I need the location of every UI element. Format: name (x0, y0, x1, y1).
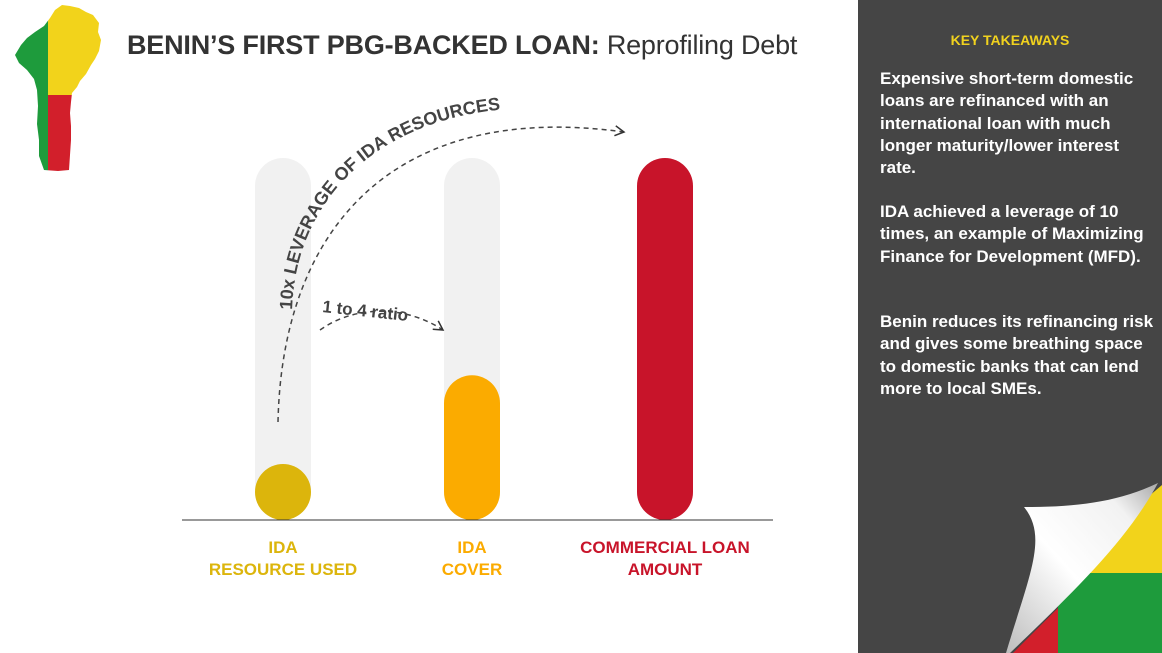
category-label-line: IDA (268, 538, 297, 557)
ratio-label: 1 to 4 ratio (322, 297, 409, 325)
category-label-line: COVER (442, 560, 502, 579)
bar-track (255, 158, 311, 520)
takeaway-paragraph: Benin reduces its refinancing risk and g… (880, 312, 1154, 398)
key-takeaways-panel: KEY TAKEAWAYS Expensive short-term domes… (858, 0, 1162, 653)
flag-page-curl-icon (1006, 483, 1162, 653)
category-label-line: RESOURCE USED (209, 560, 357, 579)
category-label-line: IDA (457, 538, 486, 557)
category-label-line: AMOUNT (628, 560, 703, 579)
category-label: IDA COVER (442, 538, 502, 579)
category-label: COMMERCIAL LOAN AMOUNT (580, 538, 750, 579)
chart: 1 to 4 ratio 10x LEVERAGE OF IDA RESOURC… (182, 94, 773, 579)
benin-map-icon (15, 5, 101, 171)
takeaway-paragraph: IDA achieved a leverage of 10 times, an … (880, 202, 1144, 266)
key-takeaways-heading: KEY TAKEAWAYS (950, 32, 1070, 48)
category-label-line: COMMERCIAL LOAN (580, 538, 750, 557)
bar (444, 375, 500, 520)
page-title-rest: Reprofiling Debt (606, 30, 798, 60)
bar (637, 158, 693, 520)
page-title-bold: BENIN’S FIRST PBG-BACKED LOAN: (127, 30, 600, 60)
page-title: BENIN’S FIRST PBG-BACKED LOAN: Reprofili… (127, 30, 797, 61)
leverage-arrow (277, 125, 626, 423)
takeaway-paragraph: Expensive short-term domestic loans are … (880, 69, 1134, 178)
category-label: IDA RESOURCE USED (209, 538, 357, 579)
ratio-arrow (319, 310, 445, 331)
bar (255, 464, 311, 520)
